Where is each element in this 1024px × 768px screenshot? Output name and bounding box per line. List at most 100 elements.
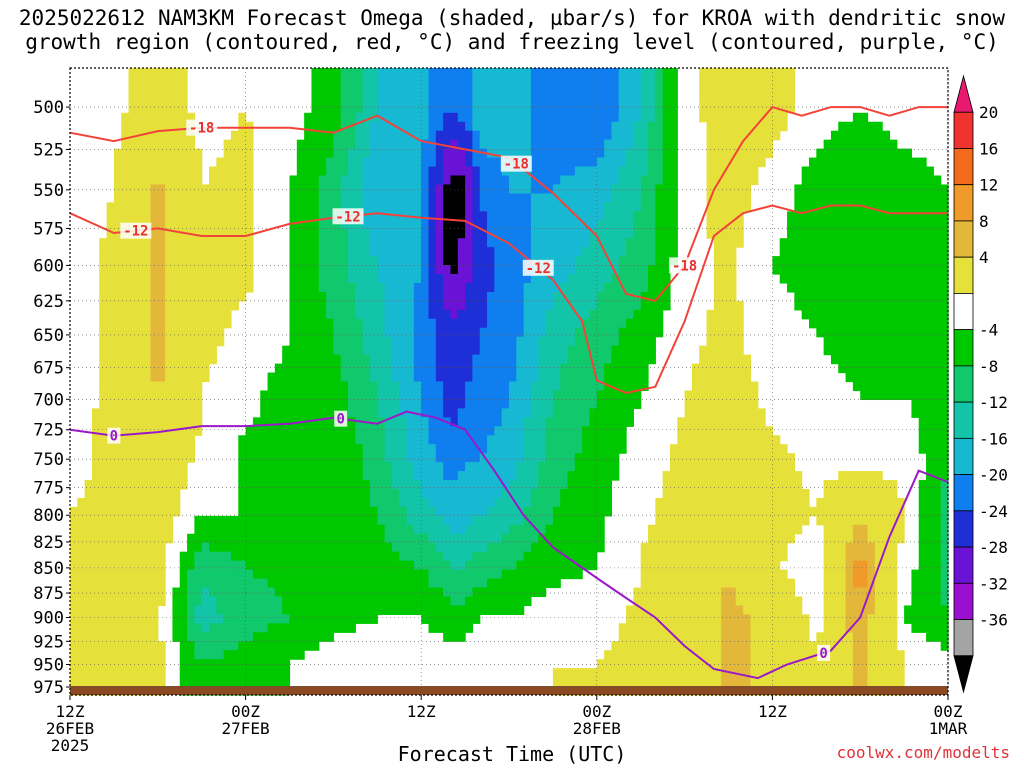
omega-cell <box>421 453 430 463</box>
omega-cell <box>538 175 547 186</box>
omega-cell <box>318 247 327 257</box>
omega-cell <box>106 480 115 490</box>
omega-cell <box>465 175 474 186</box>
omega-cell <box>648 659 656 669</box>
omega-cell <box>435 497 444 508</box>
omega-cell <box>596 130 605 141</box>
omega-cell <box>369 211 378 221</box>
omega-cell <box>84 533 93 544</box>
omega-cell <box>165 327 174 338</box>
omega-cell <box>435 256 444 266</box>
omega-cell <box>355 426 364 436</box>
omega-cell <box>662 291 671 302</box>
omega-cell <box>209 282 217 293</box>
omega-cell <box>596 300 605 311</box>
omega-cell <box>333 480 342 490</box>
omega-cell <box>179 363 188 374</box>
omega-cell <box>728 238 737 248</box>
omega-cell <box>245 130 254 141</box>
omega-cell <box>150 605 159 615</box>
omega-cell <box>245 480 254 490</box>
omega-cell <box>245 677 254 687</box>
omega-cell <box>362 184 371 194</box>
omega-cell <box>157 515 166 526</box>
omega-cell <box>165 390 174 401</box>
omega-cell <box>304 238 313 248</box>
omega-cell <box>428 533 437 544</box>
omega-cell <box>260 542 269 553</box>
omega-cell <box>157 112 166 123</box>
omega-cell <box>135 453 144 463</box>
omega-cell <box>567 166 576 177</box>
omega-cell <box>216 291 225 302</box>
omega-cell <box>311 462 320 472</box>
omega-cell <box>721 435 730 445</box>
omega-cell <box>311 282 320 293</box>
omega-cell <box>326 408 334 418</box>
omega-cell <box>384 184 393 194</box>
omega-cell <box>113 399 122 409</box>
omega-cell <box>165 202 174 212</box>
omega-cell <box>172 453 181 463</box>
omega-cell <box>472 282 481 293</box>
omega-cell <box>633 300 642 311</box>
omega-cell <box>516 238 525 248</box>
omega-cell <box>509 605 517 615</box>
omega-cell <box>516 300 525 311</box>
omega-cell <box>530 569 539 580</box>
omega-cell <box>406 336 415 347</box>
omega-cell <box>106 614 115 624</box>
omega-cell <box>143 453 152 463</box>
omega-cell <box>355 327 364 338</box>
omega-cell <box>377 68 386 78</box>
omega-cell <box>289 515 298 526</box>
omega-cell <box>487 121 495 132</box>
omega-cell <box>560 229 569 239</box>
omega-cell <box>472 112 481 123</box>
omega-cell <box>216 282 225 293</box>
omega-cell <box>399 533 408 544</box>
omega-cell <box>662 112 671 123</box>
omega-cell <box>626 399 634 409</box>
omega-cell <box>655 677 664 687</box>
omega-cell <box>552 121 561 132</box>
omega-cell <box>143 560 152 571</box>
omega-cell <box>465 238 474 248</box>
omega-cell <box>567 265 576 275</box>
omega-cell <box>501 256 510 266</box>
omega-cell <box>611 121 620 132</box>
omega-cell <box>201 363 210 374</box>
omega-cell <box>406 85 415 96</box>
omega-cell <box>150 623 159 633</box>
omega-cell <box>669 533 678 544</box>
omega-cell <box>143 103 152 114</box>
omega-cell <box>289 632 298 642</box>
omega-cell <box>509 202 517 212</box>
omega-cell <box>457 524 466 535</box>
omega-cell <box>326 587 334 598</box>
omega-cell <box>384 112 393 123</box>
omega-cell <box>304 282 313 293</box>
omega-cell <box>516 453 525 463</box>
omega-cell <box>406 193 415 203</box>
omega-cell <box>538 569 547 580</box>
omega-cell <box>465 354 474 365</box>
omega-cell <box>421 68 430 78</box>
omega-cell <box>99 390 108 401</box>
omega-cell <box>618 327 627 338</box>
omega-cell <box>523 345 532 356</box>
omega-cell <box>304 157 313 168</box>
omega-cell <box>640 381 649 392</box>
omega-cell <box>216 202 225 212</box>
omega-cell <box>399 596 408 607</box>
omega-cell <box>311 318 320 329</box>
omega-cell <box>348 139 356 150</box>
omega-cell <box>391 435 400 445</box>
omega-cell <box>384 274 393 284</box>
omega-cell <box>633 372 642 383</box>
omega-cell <box>296 650 305 660</box>
omega-cell <box>399 471 408 481</box>
omega-cell <box>172 175 181 186</box>
omega-cell <box>355 560 364 571</box>
omega-cell <box>391 363 400 374</box>
